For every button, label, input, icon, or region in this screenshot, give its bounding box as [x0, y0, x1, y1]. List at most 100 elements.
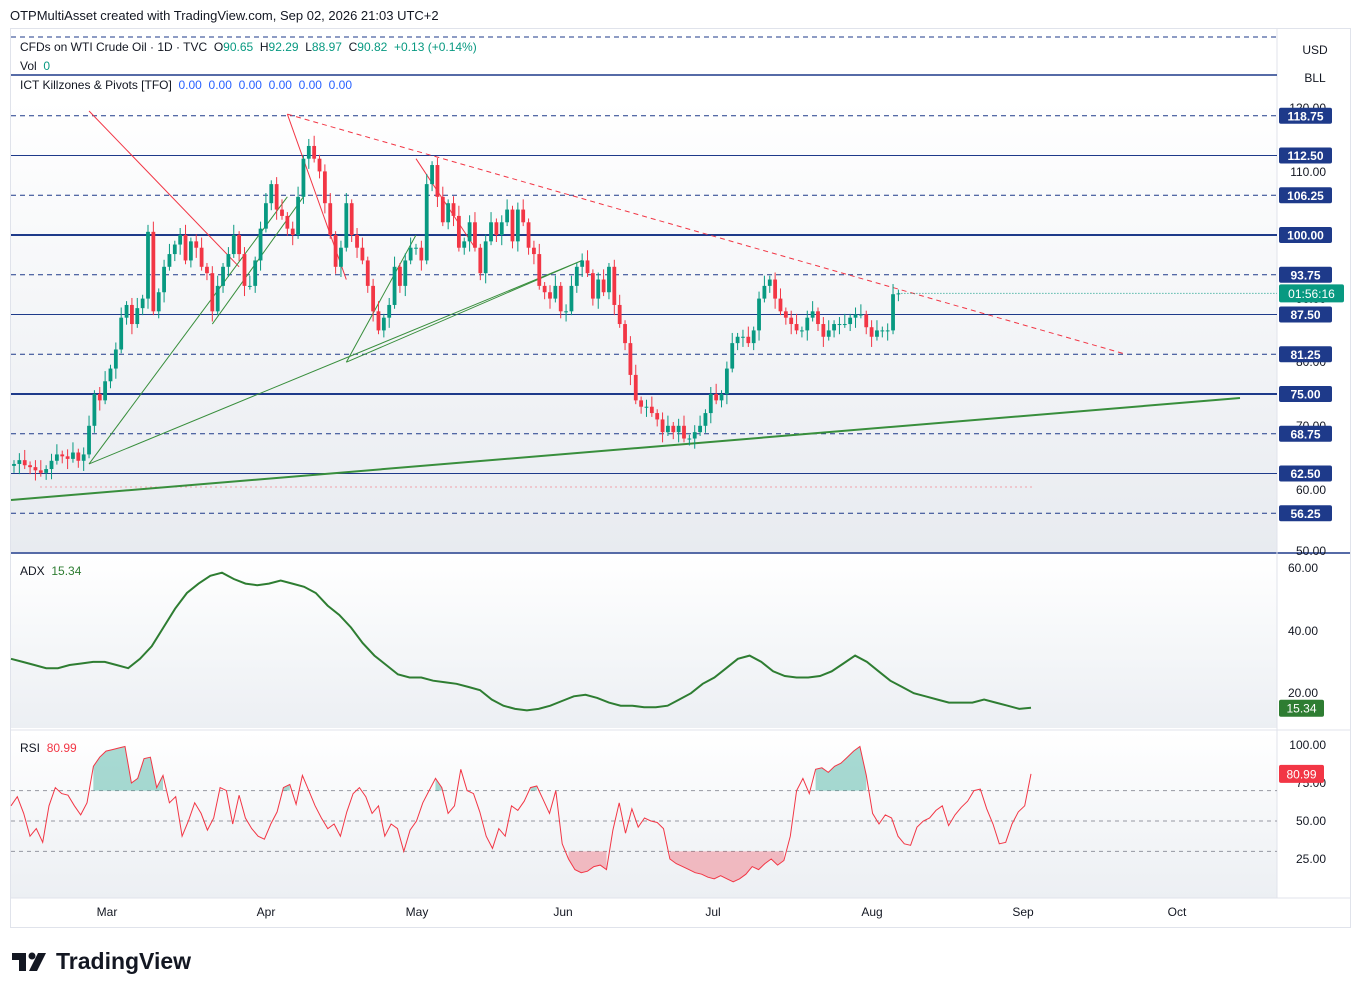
level-badge — [1279, 187, 1332, 204]
ict-legend[interactable]: ICT Killzones & Pivots [TFO] 0.00 0.00 0… — [20, 78, 352, 92]
candle — [97, 387, 102, 411]
candle-body — [210, 273, 215, 312]
candle-body — [537, 254, 542, 286]
level-badge — [1279, 266, 1332, 283]
candle-body — [398, 266, 402, 286]
candle-body — [92, 394, 97, 426]
candle — [430, 161, 434, 192]
ict-value: 0.00 — [328, 78, 353, 92]
low-label: L — [305, 40, 312, 54]
candle-body — [580, 260, 585, 267]
candle — [28, 461, 32, 475]
candle-body — [322, 171, 327, 204]
candle — [601, 269, 606, 297]
candle — [558, 282, 563, 319]
candle — [194, 234, 199, 258]
candle-body — [435, 165, 440, 197]
rsi-legend[interactable]: RSI 80.99 — [20, 741, 77, 755]
pivot-levels — [11, 115, 1277, 514]
candle-body — [548, 292, 552, 299]
candle — [494, 218, 499, 242]
candle — [167, 243, 172, 271]
candle-body — [49, 460, 54, 470]
candle-body — [505, 209, 510, 223]
candle-body — [805, 317, 810, 331]
candle-body — [510, 209, 515, 242]
candle — [76, 448, 81, 468]
candle — [837, 317, 842, 335]
candle — [231, 224, 236, 258]
candle — [274, 177, 279, 220]
candle-body — [317, 158, 322, 172]
candle — [392, 256, 397, 309]
candle — [735, 332, 740, 351]
symbol-name[interactable]: CFDs on WTI Crude Oil · 1D · TVC — [20, 40, 208, 54]
level-badge-label: 68.75 — [1290, 427, 1320, 441]
candle — [333, 231, 338, 274]
candle-body — [649, 406, 654, 414]
adx-tick-label: 60.00 — [1288, 561, 1318, 575]
candle-body — [355, 235, 359, 248]
candle-body — [724, 368, 729, 394]
candle-body — [231, 235, 236, 255]
candle — [269, 180, 274, 211]
candle-body — [816, 311, 820, 325]
candle-body — [558, 285, 563, 312]
candle-body — [730, 343, 735, 369]
candle — [783, 307, 788, 325]
candle — [526, 218, 531, 255]
candle — [414, 243, 418, 255]
swing-line-up — [88, 196, 288, 465]
candle-body — [312, 145, 317, 159]
rsi-badge — [1279, 764, 1324, 783]
time-axis[interactable]: Mar Apr May Jun Jul Aug Sep Oct — [97, 905, 1187, 919]
candle-body — [381, 317, 386, 331]
candle — [339, 240, 343, 277]
candle — [762, 275, 767, 303]
level-badge — [1279, 425, 1332, 442]
candle-body — [655, 413, 660, 420]
price-axis[interactable]: 120.00110.00100.0090.0080.0070.0060.0050… — [1288, 101, 1326, 866]
candle — [381, 313, 386, 338]
candle-body — [140, 298, 145, 309]
ict-value: 0.00 — [208, 78, 232, 92]
candle — [623, 320, 627, 351]
candle — [317, 154, 322, 179]
volume-legend[interactable]: Vol 0 — [20, 59, 50, 73]
candle-body — [623, 324, 627, 344]
candle-body — [360, 247, 365, 261]
level-badge — [1279, 306, 1332, 323]
candle-body — [17, 460, 22, 464]
candle-body — [880, 330, 885, 332]
change-value: +0.13 (+0.14%) — [394, 40, 477, 54]
candle — [451, 196, 456, 227]
symbol-legend[interactable]: CFDs on WTI Crude Oil · 1D · TVC O90.65 … — [20, 40, 477, 54]
candle-body — [33, 467, 38, 471]
candle — [816, 307, 820, 332]
candle — [419, 240, 424, 271]
candle-body — [698, 425, 702, 433]
candle — [489, 212, 493, 246]
unit-selector[interactable]: USD BLL — [1282, 36, 1348, 92]
adx-tick-label: 20.00 — [1288, 686, 1318, 700]
candle-body — [526, 222, 531, 248]
candle — [376, 301, 381, 335]
candle — [65, 449, 70, 470]
countdown-label: 01:56:16 — [1288, 287, 1335, 301]
candle — [564, 304, 568, 322]
rsi-badge-label: 80.99 — [1286, 767, 1316, 781]
candle-body — [676, 425, 681, 433]
resistance-trendline — [287, 113, 1126, 355]
measure-unit[interactable]: BLL — [1304, 71, 1326, 85]
candle — [258, 221, 263, 271]
candle — [767, 275, 772, 293]
candle — [205, 262, 209, 281]
adx-legend[interactable]: ADX 15.34 — [20, 564, 81, 578]
candle — [215, 275, 220, 316]
candle-body — [424, 184, 429, 261]
candle — [537, 243, 542, 290]
candle — [574, 262, 579, 293]
candle-body — [741, 336, 745, 338]
currency-unit[interactable]: USD — [1302, 43, 1328, 57]
